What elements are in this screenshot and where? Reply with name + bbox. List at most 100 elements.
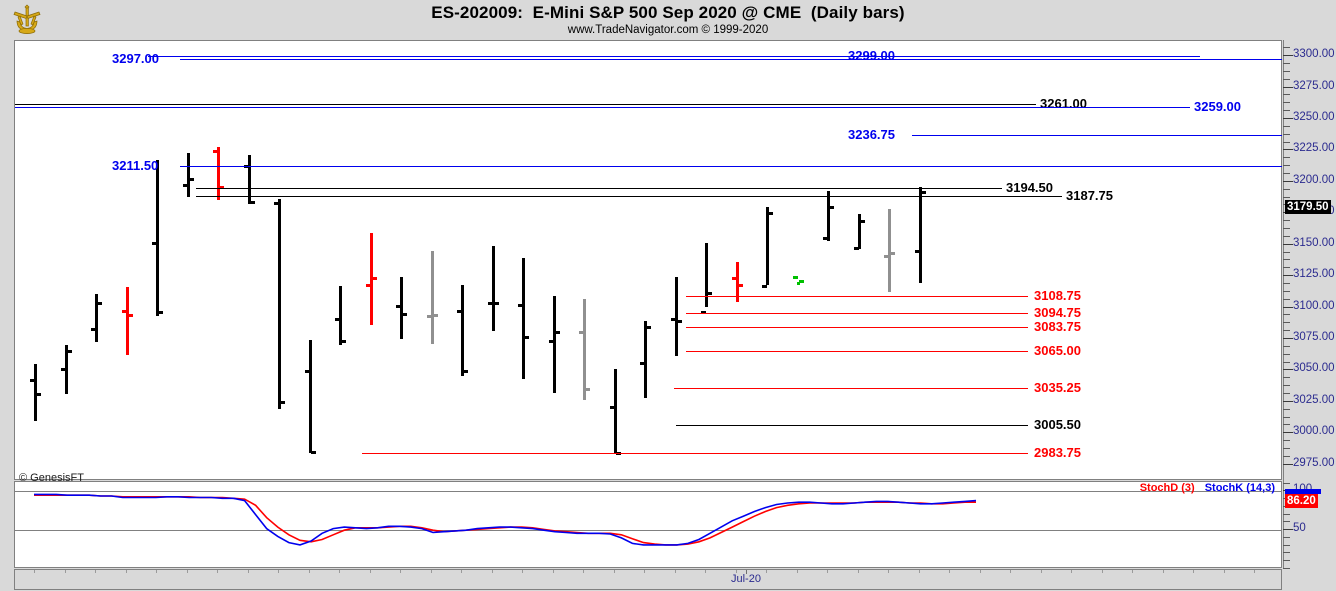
price-level-label[interactable]: 3035.25: [1034, 380, 1081, 395]
date-axis-minor-tick: [1163, 570, 1164, 573]
price-level-label[interactable]: 3236.75: [848, 127, 895, 142]
ohlc-bar[interactable]: [914, 41, 926, 479]
price-axis-minor-tick: [1283, 448, 1290, 449]
stoch-legend-item[interactable]: StochD (3): [1139, 482, 1195, 494]
ohlc-bar[interactable]: [701, 41, 712, 479]
date-axis-minor-tick: [644, 570, 645, 573]
price-level-label[interactable]: 3194.50: [1006, 180, 1053, 195]
price-level-line[interactable]: [148, 56, 1200, 57]
ohlc-range-stem: [552, 296, 556, 393]
stoch-d-line[interactable]: [34, 494, 976, 546]
price-axis-label: 3125.00: [1293, 268, 1335, 280]
ohlc-bar[interactable]: [579, 41, 590, 479]
price-level-label[interactable]: 3211.50: [112, 158, 159, 173]
price-axis-label: 3000.00: [1293, 425, 1335, 437]
price-level-line[interactable]: [196, 196, 1062, 197]
ohlc-bar[interactable]: [121, 41, 133, 479]
price-axis-tick: [1283, 149, 1293, 150]
date-axis-minor-tick: [278, 570, 279, 573]
ohlc-bar[interactable]: [152, 41, 163, 479]
ohlc-close-tick: [219, 186, 224, 189]
value-axis[interactable]: 3300.003275.003250.003225.003200.003175.…: [1283, 40, 1336, 569]
date-axis[interactable]: Jul-20: [14, 569, 1282, 590]
ohlc-open-tick: [426, 315, 432, 318]
price-level-line[interactable]: [676, 425, 1028, 426]
price-level-line[interactable]: [180, 59, 1282, 60]
stoch-current-value-badge[interactable]: 86.20: [1285, 494, 1318, 508]
ohlc-bar[interactable]: [792, 41, 804, 479]
ohlc-bar[interactable]: [640, 41, 651, 479]
price-level-label[interactable]: 2983.75: [1034, 445, 1081, 460]
ohlc-bar[interactable]: [365, 41, 377, 479]
ohlc-bar[interactable]: [884, 41, 895, 479]
ohlc-open-tick: [548, 340, 554, 343]
ohlc-close-tick: [707, 292, 712, 295]
price-level-line[interactable]: [686, 296, 1028, 297]
price-level-line[interactable]: [686, 327, 1028, 328]
ohlc-bar[interactable]: [853, 41, 865, 479]
price-level-label[interactable]: 3083.75: [1034, 319, 1081, 334]
current-price-badge[interactable]: 3179.50: [1285, 200, 1331, 214]
ohlc-bar[interactable]: [518, 41, 529, 479]
price-axis-minor-tick: [1283, 189, 1290, 190]
ohlc-bar[interactable]: [487, 41, 499, 479]
ohlc-bar[interactable]: [91, 41, 102, 479]
ohlc-bar[interactable]: [731, 41, 743, 479]
ohlc-close-tick: [585, 388, 590, 391]
price-level-line[interactable]: [196, 188, 1002, 189]
price-level-label[interactable]: 3299.00: [848, 48, 895, 63]
date-axis-tick: [746, 570, 747, 574]
price-level-line[interactable]: [686, 351, 1028, 352]
price-level-line[interactable]: [686, 313, 1028, 314]
price-level-line[interactable]: [15, 107, 1190, 108]
stoch-legend-item[interactable]: StochK (14,3): [1204, 482, 1275, 494]
price-level-line[interactable]: [674, 388, 1028, 389]
date-axis-minor-tick: [95, 570, 96, 573]
ohlc-bar[interactable]: [396, 41, 407, 479]
price-axis-minor-tick: [1283, 377, 1290, 378]
price-level-label[interactable]: 3297.00: [112, 51, 159, 66]
price-level-label[interactable]: 3108.75: [1034, 288, 1081, 303]
ohlc-bar[interactable]: [213, 41, 224, 479]
date-axis-minor-tick: [1010, 570, 1011, 573]
price-level-label[interactable]: 3261.00: [1040, 96, 1087, 111]
price-axis-minor-tick: [1283, 63, 1290, 64]
ohlc-close-tick: [432, 314, 438, 317]
date-axis-minor-tick: [797, 570, 798, 573]
stoch-k-line[interactable]: [34, 493, 977, 546]
price-level-line[interactable]: [912, 135, 1282, 136]
date-axis-minor-tick: [370, 570, 371, 573]
price-level-line[interactable]: [15, 104, 1036, 105]
ohlc-bar[interactable]: [182, 41, 194, 479]
price-level-label[interactable]: 3187.75: [1066, 188, 1113, 203]
ohlc-bar[interactable]: [60, 41, 72, 479]
ohlc-open-tick: [640, 362, 645, 365]
price-panel[interactable]: © GenesisFT: [14, 40, 1282, 484]
price-axis-tick: [1283, 181, 1293, 182]
ohlc-bar[interactable]: [335, 41, 346, 479]
price-axis-minor-tick: [1283, 110, 1290, 111]
price-axis-minor-tick: [1283, 393, 1290, 394]
price-level-label[interactable]: 3259.00: [1194, 99, 1241, 114]
ohlc-bar[interactable]: [762, 41, 773, 479]
anchor-emblem-icon: [13, 4, 41, 34]
ohlc-bar[interactable]: [548, 41, 560, 479]
ohlc-open-tick: [487, 302, 493, 305]
price-level-label[interactable]: 3094.75: [1034, 305, 1081, 320]
price-level-line[interactable]: [362, 453, 1028, 454]
price-level-label[interactable]: 3005.50: [1034, 417, 1081, 432]
stochastic-panel[interactable]: [14, 481, 1282, 568]
price-level-label[interactable]: 3065.00: [1034, 343, 1081, 358]
ohlc-bar[interactable]: [823, 41, 834, 479]
ohlc-bar[interactable]: [426, 41, 438, 479]
date-axis-minor-tick: [187, 570, 188, 573]
ohlc-bar[interactable]: [304, 41, 316, 479]
price-axis-minor-tick: [1283, 259, 1290, 260]
price-axis-minor-tick: [1283, 228, 1290, 229]
ohlc-bar[interactable]: [274, 41, 285, 479]
ohlc-bar[interactable]: [670, 41, 682, 479]
ohlc-bar[interactable]: [457, 41, 468, 479]
price-level-line[interactable]: [180, 166, 1282, 167]
ohlc-bar[interactable]: [30, 41, 41, 479]
